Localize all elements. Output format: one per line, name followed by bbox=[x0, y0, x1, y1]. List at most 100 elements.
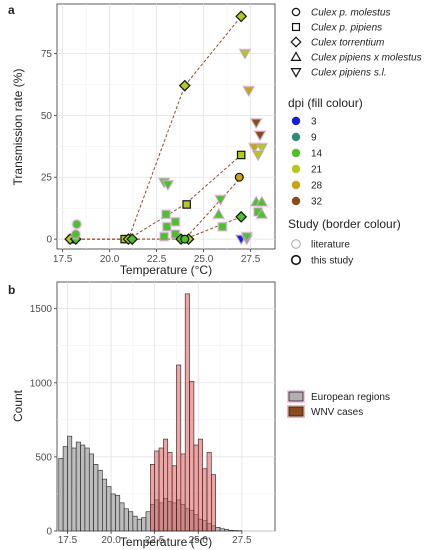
bar-european bbox=[62, 446, 68, 532]
legend-label: Culex pipiens x molestus bbox=[311, 53, 422, 64]
x-tick-label: 20.0 bbox=[100, 254, 120, 265]
panel-a-plot: 17.5 20.0 22.5 25.0 27.5 0 25 50 75 Temperature … bbox=[11, 3, 276, 277]
bar-european bbox=[84, 447, 90, 532]
data-point bbox=[178, 79, 191, 92]
legend-label: Culex p. molestus bbox=[311, 8, 390, 19]
point-marker bbox=[218, 222, 227, 231]
data-point bbox=[180, 234, 190, 244]
data-point bbox=[182, 200, 191, 209]
point-marker bbox=[235, 10, 248, 23]
bar-european bbox=[128, 511, 134, 532]
bar-wnv bbox=[211, 474, 217, 532]
legend-key-dpi bbox=[291, 196, 301, 206]
x-tick-label: 17.5 bbox=[58, 535, 78, 546]
bar-european bbox=[123, 508, 129, 532]
x-tick-label: 20.0 bbox=[101, 535, 121, 546]
bar-european bbox=[97, 469, 103, 532]
data-point bbox=[235, 210, 248, 223]
legend-label: 3 bbox=[311, 117, 317, 128]
data-point bbox=[71, 218, 83, 230]
panel-b-bars bbox=[58, 293, 243, 532]
bar-european bbox=[215, 526, 221, 532]
legend-key-circle bbox=[291, 7, 301, 17]
bar-wnv bbox=[171, 465, 177, 532]
legend-key-dpi bbox=[291, 132, 301, 142]
legend-label: 9 bbox=[311, 133, 317, 144]
bar-european bbox=[110, 493, 116, 532]
point-marker bbox=[243, 86, 255, 97]
legend-label: Culex pipiens s.l. bbox=[311, 68, 387, 79]
point-marker bbox=[256, 143, 268, 154]
legend-key-dpi bbox=[291, 180, 301, 190]
legend-key-bar bbox=[288, 391, 304, 402]
legend-key-square bbox=[291, 22, 301, 32]
data-point bbox=[251, 149, 265, 162]
bar-european bbox=[71, 447, 77, 532]
bar-wnv bbox=[150, 464, 155, 532]
panel-a-label: a bbox=[8, 3, 15, 17]
bar-wnv bbox=[197, 438, 203, 532]
bar-wnv bbox=[202, 468, 208, 532]
data-point bbox=[213, 194, 228, 207]
bar-european bbox=[145, 511, 151, 532]
bar-wnv bbox=[193, 444, 199, 532]
bar-european bbox=[102, 478, 108, 532]
legend-key-dpi bbox=[291, 148, 301, 158]
point-marker bbox=[252, 150, 264, 161]
legend-key-triangle-up bbox=[290, 51, 302, 61]
data-point bbox=[239, 231, 254, 244]
point-marker bbox=[162, 222, 172, 231]
species-legend: Culex p. molestus Culex p. pipiens Culex t… bbox=[290, 7, 422, 79]
point-marker bbox=[171, 230, 180, 239]
data-point bbox=[253, 130, 267, 142]
x-tick-label: 25.0 bbox=[189, 535, 209, 546]
point-marker bbox=[214, 195, 227, 206]
data-point bbox=[234, 172, 244, 182]
legend-label: this study bbox=[311, 256, 353, 267]
panel-b-ylabel: Count bbox=[11, 389, 25, 422]
bar-european bbox=[93, 464, 99, 532]
point-marker bbox=[180, 234, 190, 244]
legend-label: 21 bbox=[311, 165, 323, 176]
panel-b-xlabel: Temperature (°C) bbox=[120, 535, 212, 549]
point-marker bbox=[239, 49, 251, 60]
y-tick-label: 25 bbox=[41, 173, 53, 184]
legend-key-study bbox=[291, 239, 301, 249]
panel-a-ticks: 17.5 20.0 22.5 25.0 27.5 0 25 50 75 bbox=[41, 49, 261, 265]
bar-wnv bbox=[167, 452, 173, 532]
x-tick-label: 17.5 bbox=[53, 254, 73, 265]
point-marker bbox=[254, 131, 266, 141]
legend-key-diamond bbox=[290, 36, 302, 48]
point-marker bbox=[213, 208, 225, 219]
x-tick-label: 22.5 bbox=[147, 254, 167, 265]
panel-b-plot: 17.5 20.0 22.5 25.0 27.5 0 500 1000 1500 Tempera… bbox=[11, 281, 276, 549]
panel-a-legend: Culex p. molestus Culex p. pipiens Culex t… bbox=[288, 8, 422, 267]
legend-key-dpi bbox=[291, 164, 301, 174]
bar-wnv bbox=[189, 381, 195, 532]
legend-label: Culex p. pipiens bbox=[311, 23, 382, 34]
point-marker bbox=[72, 219, 82, 229]
data-point bbox=[255, 207, 269, 220]
point-marker bbox=[161, 210, 171, 219]
y-tick-label: 1000 bbox=[30, 378, 53, 389]
legend-key-triangle-down bbox=[290, 68, 302, 78]
point-marker bbox=[178, 79, 191, 92]
x-tick-label: 25.0 bbox=[194, 254, 214, 265]
panel-a-points bbox=[64, 10, 269, 246]
x-tick-label: 27.5 bbox=[232, 535, 252, 546]
data-point bbox=[255, 195, 269, 208]
bar-european bbox=[58, 458, 64, 532]
legend-label: 28 bbox=[311, 181, 323, 192]
data-point bbox=[236, 150, 246, 160]
bar-european bbox=[224, 529, 230, 532]
bar-european bbox=[136, 518, 142, 532]
point-marker bbox=[235, 210, 248, 223]
panel-a-lines bbox=[72, 16, 242, 240]
panel-b-legend: European regions WNV cases bbox=[287, 390, 390, 418]
bar-wnv bbox=[158, 447, 164, 532]
x-tick-label: 22.5 bbox=[145, 535, 165, 546]
data-point bbox=[235, 10, 248, 23]
legend-label: 14 bbox=[311, 149, 323, 160]
bar-wnv bbox=[180, 453, 186, 532]
y-tick-label: 1500 bbox=[30, 304, 53, 315]
